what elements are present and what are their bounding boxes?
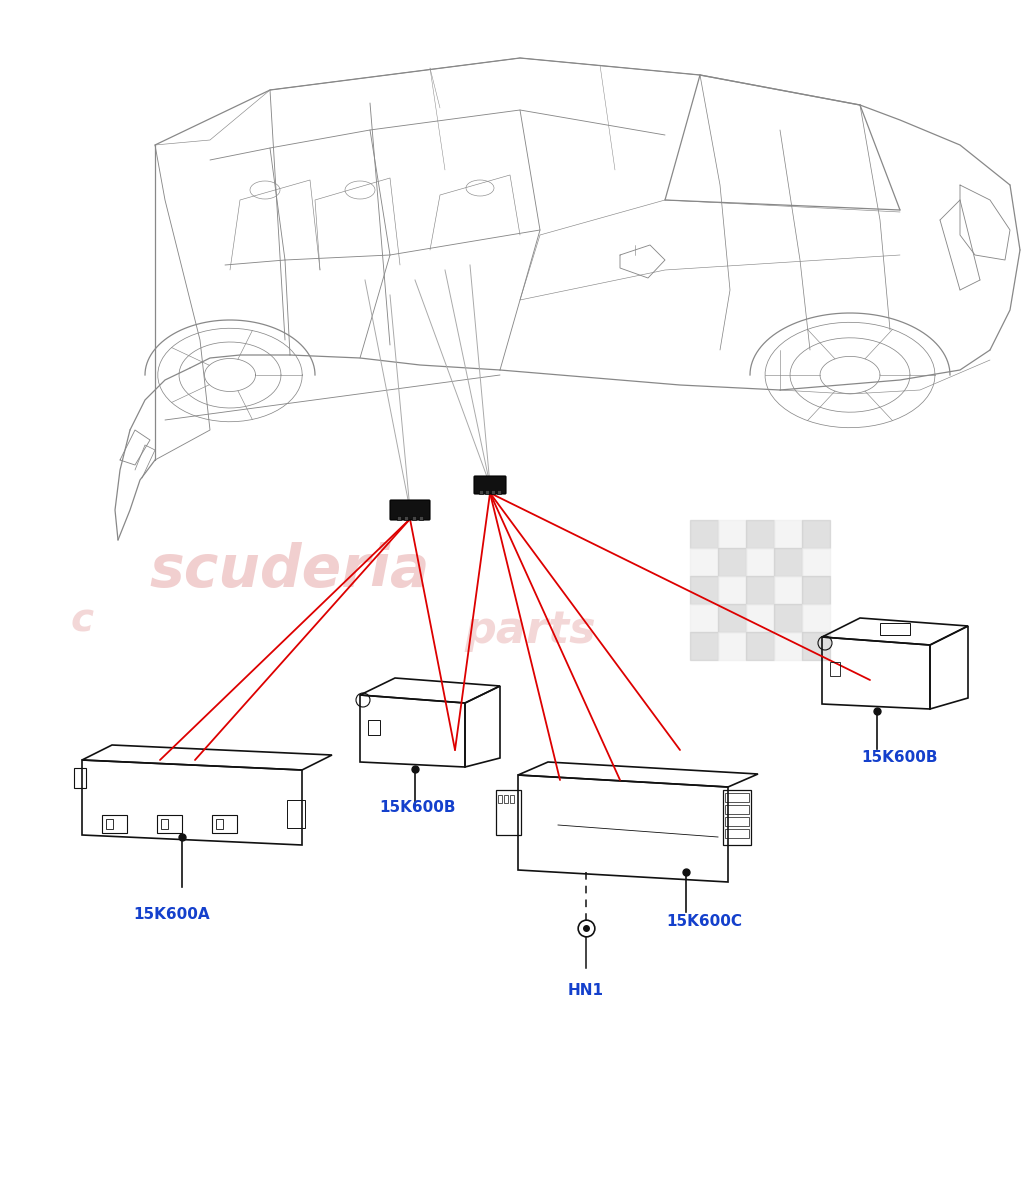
Bar bbox=[725, 817, 749, 826]
Bar bbox=[802, 520, 830, 548]
Bar bbox=[216, 818, 223, 829]
Bar bbox=[287, 800, 305, 828]
Bar bbox=[690, 604, 718, 632]
Text: 15K600B: 15K600B bbox=[379, 800, 456, 815]
Bar bbox=[497, 490, 501, 494]
Text: scuderia: scuderia bbox=[150, 541, 430, 599]
Bar bbox=[157, 815, 182, 833]
Bar bbox=[774, 548, 802, 576]
Bar bbox=[774, 604, 802, 632]
Bar bbox=[718, 632, 746, 660]
Bar bbox=[746, 520, 774, 548]
Bar bbox=[74, 768, 86, 788]
Bar bbox=[161, 818, 168, 829]
Bar bbox=[880, 623, 910, 635]
Bar bbox=[718, 576, 746, 604]
Bar bbox=[498, 794, 502, 803]
Bar bbox=[802, 548, 830, 576]
Text: HN1: HN1 bbox=[568, 983, 604, 998]
Bar bbox=[718, 548, 746, 576]
Bar bbox=[368, 720, 380, 734]
Bar bbox=[746, 604, 774, 632]
Bar bbox=[419, 516, 424, 520]
Bar bbox=[412, 516, 415, 520]
Bar bbox=[102, 815, 127, 833]
Bar bbox=[106, 818, 113, 829]
Bar bbox=[690, 576, 718, 604]
Bar bbox=[802, 604, 830, 632]
Bar bbox=[404, 516, 408, 520]
Bar bbox=[723, 790, 751, 845]
Bar bbox=[495, 790, 521, 835]
FancyBboxPatch shape bbox=[390, 500, 430, 520]
Bar bbox=[725, 829, 749, 838]
Bar bbox=[212, 815, 237, 833]
Bar bbox=[802, 632, 830, 660]
Bar bbox=[510, 794, 514, 803]
Text: c: c bbox=[71, 601, 94, 638]
Bar bbox=[718, 520, 746, 548]
Bar bbox=[802, 576, 830, 604]
Bar bbox=[491, 490, 495, 494]
Bar bbox=[479, 490, 483, 494]
FancyBboxPatch shape bbox=[474, 476, 506, 494]
Text: 15K600B: 15K600B bbox=[861, 750, 939, 766]
Bar bbox=[718, 604, 746, 632]
Bar bbox=[725, 805, 749, 814]
Bar bbox=[504, 794, 508, 803]
Bar bbox=[485, 490, 489, 494]
Bar bbox=[690, 520, 718, 548]
Bar bbox=[774, 632, 802, 660]
Text: parts: parts bbox=[465, 608, 596, 652]
Bar bbox=[830, 662, 840, 676]
Bar bbox=[397, 516, 401, 520]
Bar bbox=[690, 548, 718, 576]
Bar bbox=[774, 576, 802, 604]
Bar bbox=[690, 632, 718, 660]
Bar bbox=[746, 548, 774, 576]
Bar bbox=[774, 520, 802, 548]
Text: 15K600A: 15K600A bbox=[134, 907, 211, 922]
Bar bbox=[746, 632, 774, 660]
Text: 15K600C: 15K600C bbox=[666, 914, 742, 929]
Bar bbox=[725, 793, 749, 802]
Bar bbox=[746, 576, 774, 604]
